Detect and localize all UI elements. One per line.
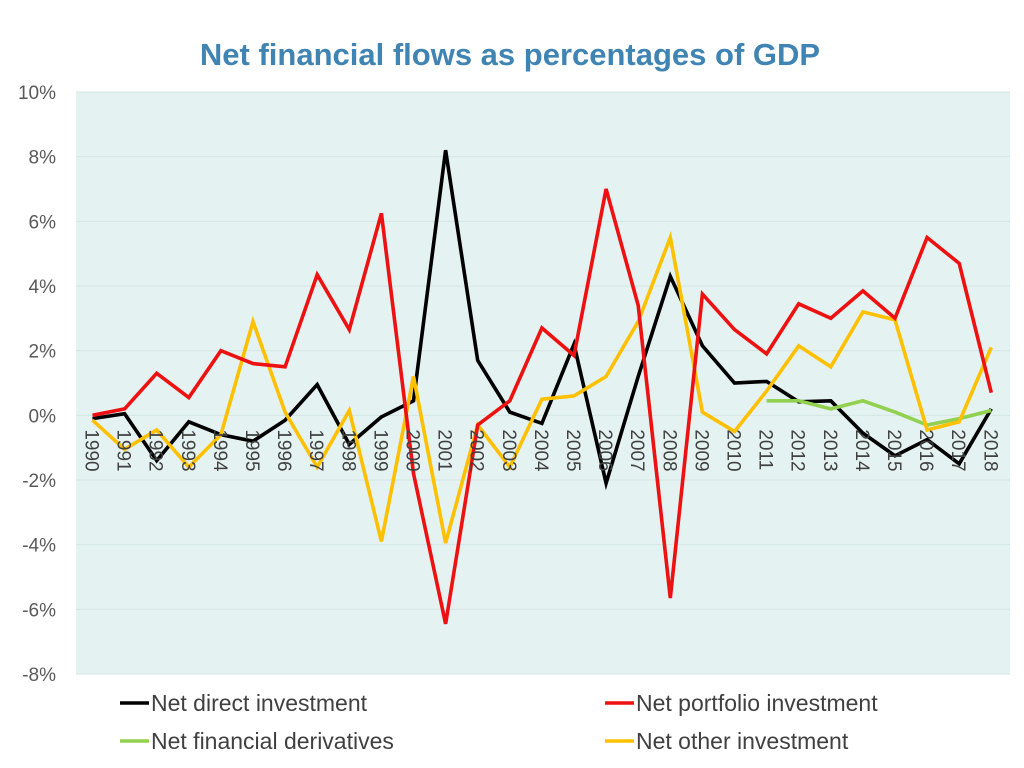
x-tick-label: 1992: [145, 429, 166, 471]
x-tick-label: 1994: [209, 429, 230, 472]
x-tick-label: 2015: [883, 429, 904, 471]
x-tick-label: 1990: [81, 429, 102, 471]
x-tick-label: 2017: [947, 429, 968, 471]
gridlines: [76, 91, 1010, 675]
x-tick-label: 2004: [530, 429, 551, 472]
y-tick-label: 4%: [29, 277, 57, 298]
series-line-net-financial-derivatives: [766, 398, 992, 427]
chart-title: Net financial flows as percentages of GD…: [200, 37, 820, 72]
series-line-net-direct-investment: [92, 149, 993, 491]
plot-area: [76, 92, 1010, 674]
x-tick-label: 2005: [562, 429, 583, 471]
legend-label: Net portfolio investment: [636, 690, 878, 716]
y-tick-label: 0%: [29, 406, 57, 427]
x-tick-label: 2014: [851, 429, 872, 472]
x-tick-label: 2009: [690, 429, 711, 471]
y-tick-label: -4%: [22, 536, 56, 557]
x-tick-label: 2012: [787, 429, 808, 471]
x-tick-label: 1997: [305, 429, 326, 471]
y-tick-label: 8%: [29, 148, 57, 169]
x-tick-label: 2006: [594, 429, 615, 471]
x-tick-label: 1993: [177, 429, 198, 471]
y-tick-label: 10%: [18, 83, 56, 104]
x-tick-label: 1995: [241, 429, 262, 471]
x-tick-label: 2011: [755, 429, 776, 470]
y-tick-label: -8%: [22, 665, 56, 686]
x-tick-label: 2007: [626, 429, 647, 471]
y-tick-label: -2%: [22, 471, 56, 492]
x-tick-label: 1999: [369, 429, 390, 471]
x-tick-label: 2001: [434, 429, 455, 471]
x-tick-label: 2016: [915, 429, 936, 471]
x-tick-label: 2003: [498, 429, 519, 471]
x-tick-label: 2000: [402, 429, 423, 471]
x-tick-label: 2008: [658, 429, 679, 471]
x-axis-ticks: 1990 1991 1992 1993 1994 1995 1996 1997 1998 1999…: [81, 429, 1001, 472]
x-tick-label: 1996: [273, 429, 294, 471]
x-tick-label: 2018: [979, 429, 1000, 471]
legend-label: Net direct investment: [151, 690, 368, 716]
legend: Net direct investment Net portfolio inves…: [120, 690, 878, 754]
y-axis-ticks: 10% 8% 6% 4% 2% 0% -2% -4% -6% -8%: [18, 83, 56, 686]
series-line-net-portfolio-investment: [92, 188, 994, 625]
series-lines: [91, 149, 994, 625]
y-tick-label: 6%: [29, 212, 57, 233]
y-tick-label: 2%: [29, 342, 57, 363]
legend-label: Net financial derivatives: [151, 728, 394, 754]
legend-label: Net other investment: [636, 728, 849, 754]
x-tick-label: 2010: [723, 429, 744, 471]
x-tick-label: 1991: [113, 429, 134, 471]
x-tick-label: 2002: [466, 429, 487, 471]
x-tick-label: 2013: [819, 429, 840, 471]
x-tick-label: 1998: [337, 429, 358, 471]
y-tick-label: -6%: [22, 600, 56, 621]
